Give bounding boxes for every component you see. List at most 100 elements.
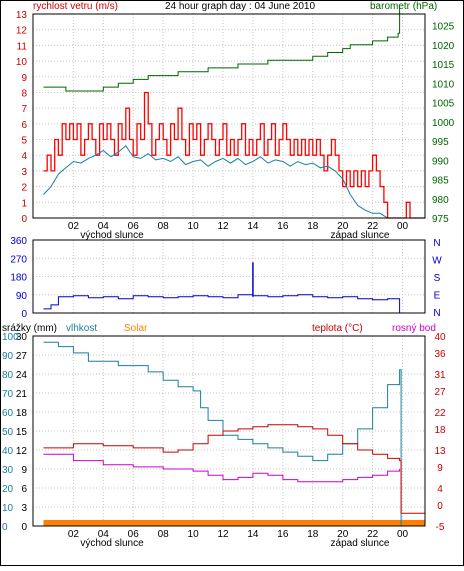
wind-ylabel: rychlost vetru (m/s) (33, 1, 118, 12)
series-layer (43, 6, 426, 527)
temp-ytick-3: 9 (437, 463, 443, 474)
humidity-ytick-10: 100 (2, 332, 19, 343)
temp-xtick-10: 22 (367, 529, 379, 540)
barometer-ytick-3: 990 (432, 156, 449, 167)
temp-xtick-5: 12 (217, 529, 229, 540)
barometer-ytick-0: 975 (432, 214, 449, 225)
humidity-ytick-9: 90 (2, 351, 14, 362)
temp-left-label-0: srážky (mm) (2, 323, 57, 334)
dir-ytick-1: 90 (16, 291, 28, 302)
wind-xtick-0: 02 (68, 221, 80, 232)
temp-ytick-0: -5 (436, 522, 445, 533)
sunset-label-bottom: západ slunce (331, 538, 390, 549)
wind-ytick-12: 12 (16, 26, 28, 37)
wind-ytick-0: 0 (21, 214, 27, 225)
rain-ytick-8: 24 (16, 370, 28, 381)
barometer-ytick-2: 985 (432, 176, 449, 187)
rain-ytick-7: 21 (16, 389, 28, 400)
temp-right-label-0: teplota (°C) (312, 323, 363, 334)
rain-ytick-9: 27 (16, 351, 28, 362)
barometer-ytick-10: 1025 (432, 22, 455, 33)
wind-xtick-2: 06 (128, 221, 140, 232)
wind-xtick-4: 10 (188, 221, 200, 232)
temp-xtick-2: 06 (128, 529, 140, 540)
barometer-ytick-9: 1020 (432, 41, 455, 52)
wind-ytick-5: 5 (21, 136, 27, 147)
chart-title: 24 hour graph day : 04 June 2010 (165, 1, 316, 12)
wind-direction-line (43, 294, 425, 314)
frames-layer (32, 13, 426, 527)
temp-xtick-7: 16 (277, 529, 289, 540)
humidity-line (43, 341, 425, 527)
wind-xtick-10: 22 (367, 221, 379, 232)
barometer-line (43, 6, 401, 92)
barometer-ytick-7: 1010 (432, 79, 455, 90)
wind-ytick-7: 7 (21, 104, 27, 115)
wind-ytick-4: 4 (21, 151, 27, 162)
wind-xtick-9: 20 (337, 221, 349, 232)
rain-ytick-5: 15 (16, 427, 28, 438)
humidity-ytick-2: 20 (2, 484, 14, 495)
barometer-ytick-5: 1000 (432, 118, 455, 129)
temp-xtick-6: 14 (247, 529, 259, 540)
sunrise-label-top: východ slunce (80, 230, 144, 241)
temp-xtick-1: 04 (98, 529, 110, 540)
humidity-ytick-7: 70 (2, 389, 14, 400)
wind-ytick-1: 1 (21, 198, 27, 209)
wind-ytick-10: 10 (16, 57, 28, 68)
wind-xtick-6: 14 (247, 221, 259, 232)
sunset-label-top: západ slunce (331, 230, 390, 241)
rain-ytick-0: 0 (21, 522, 27, 533)
wind-ytick-2: 2 (21, 183, 27, 194)
humidity-ytick-6: 60 (2, 408, 14, 419)
temp-xtick-3: 08 (158, 529, 170, 540)
temp-right-label-1: rosný bod (392, 323, 436, 334)
temp-ytick-5: 18 (434, 425, 446, 436)
wind-ytick-8: 8 (21, 88, 27, 99)
temp-xtick-4: 10 (188, 529, 200, 540)
rain-ytick-6: 18 (16, 408, 28, 419)
rain-ytick-2: 6 (21, 484, 27, 495)
temp-ytick-4: 13 (434, 446, 446, 457)
wind-xtick-8: 18 (307, 221, 319, 232)
rain-ytick-1: 3 (21, 503, 27, 514)
wind-xtick-3: 08 (158, 221, 170, 232)
temp-xtick-9: 20 (337, 529, 349, 540)
rain-ytick-4: 12 (16, 446, 28, 457)
temp-ytick-1: 0 (437, 501, 443, 512)
temp-frame (32, 335, 426, 527)
dir-ytick-4: 360 (10, 236, 27, 247)
wind-ytick-9: 9 (21, 73, 27, 84)
temperature-line (43, 424, 425, 514)
temp-left-label-2: Solar (124, 323, 148, 334)
dir-right-label-0: N (433, 238, 440, 249)
temp-xtick-0: 02 (68, 529, 80, 540)
solar-bar (43, 520, 426, 526)
wind-frame (32, 13, 426, 219)
barometer-ytick-8: 1015 (432, 60, 455, 71)
temp-left-label-1: vlhkost (66, 323, 97, 334)
barometer-ytick-4: 995 (432, 137, 449, 148)
temp-ytick-10: 40 (434, 332, 446, 343)
wind-ytick-3: 3 (21, 167, 27, 178)
dir-right-label-3: E (434, 291, 441, 302)
humidity-ytick-1: 10 (2, 503, 14, 514)
temp-ytick-9: 36 (434, 349, 446, 360)
dir-ytick-0: 0 (21, 309, 27, 320)
barometer-ytick-1: 980 (432, 195, 449, 206)
dewpoint-line (43, 453, 401, 483)
temp-ytick-7: 27 (434, 387, 446, 398)
barometer-ylabel: barometr (hPa) (370, 1, 437, 12)
temp-ytick-6: 22 (434, 408, 446, 419)
sunrise-label-bottom: východ slunce (80, 538, 144, 549)
wind-ytick-13: 13 (16, 10, 28, 21)
temp-ytick-2: 4 (437, 484, 443, 495)
humidity-ytick-3: 30 (2, 465, 14, 476)
rain-ytick-3: 9 (21, 465, 27, 476)
dir-frame (32, 239, 426, 314)
text-layer: 0123456789101112139759809859909951000100… (2, 1, 455, 549)
temp-xtick-11: 00 (397, 529, 409, 540)
